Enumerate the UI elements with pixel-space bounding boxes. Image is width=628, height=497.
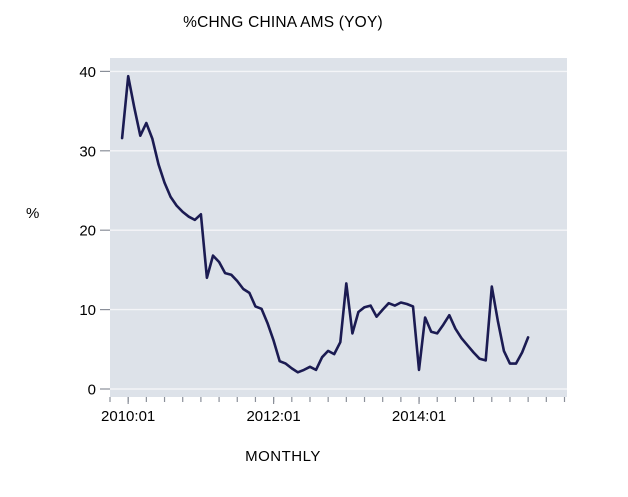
y-tick-label-10: 10: [79, 302, 96, 319]
y-tick-label-30: 30: [79, 143, 96, 160]
plot-background: [110, 58, 567, 397]
x-tick-label-2012:01: 2012:01: [246, 408, 300, 425]
x-tick-label-2010:01: 2010:01: [101, 408, 155, 425]
y-tick-label-20: 20: [79, 223, 96, 240]
y-axis-label: %: [26, 205, 40, 222]
y-tick-label-40: 40: [79, 64, 96, 81]
y-tick-label-0: 0: [88, 382, 96, 399]
chart-title: %CHNG CHINA AMS (YOY): [183, 14, 383, 31]
data-line-series: [120, 74, 530, 374]
x-axis-label: MONTHLY: [245, 448, 321, 465]
x-tick-label-2014:01: 2014:01: [392, 408, 446, 425]
